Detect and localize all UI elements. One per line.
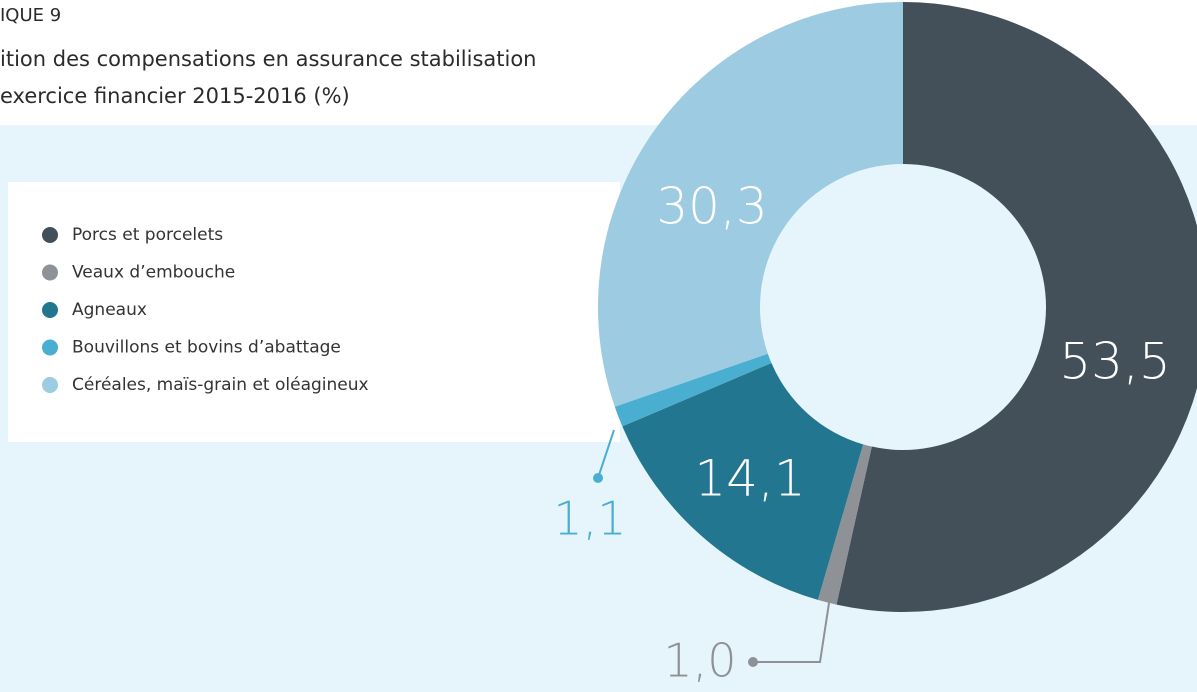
donut-slice (817, 444, 872, 605)
legend-text: Céréales, maïs-grain et oléagineux (72, 375, 369, 395)
value-label: 1,1 (553, 492, 626, 546)
legend-swatch (42, 377, 58, 393)
value-label: 53,5 (1059, 333, 1170, 391)
value-label: 30,3 (656, 178, 767, 236)
legend-swatch (42, 227, 58, 243)
chart-title: ition des compensations en assurance sta… (0, 47, 537, 71)
donut-slice (614, 353, 772, 427)
value-label: 14,1 (694, 450, 805, 508)
legend-swatch (42, 302, 58, 318)
chart-subtitle: exercice financier 2015-2016 (%) (0, 84, 350, 108)
leader-line (753, 589, 832, 663)
donut-slice (836, 2, 1197, 612)
legend-text: Veaux d’embouche (72, 263, 235, 283)
legend-text: Porcs et porcelets (72, 225, 223, 245)
legend-swatch (42, 339, 58, 356)
legend-text: Agneaux (72, 300, 147, 320)
donut-slice (597, 2, 903, 407)
chart-label: IQUE 9 (0, 5, 61, 26)
value-label: 1,0 (663, 634, 736, 688)
leader-dot (593, 473, 603, 483)
leader-dot (748, 657, 758, 667)
legend-text: Bouvillons et bovins d’abattage (72, 338, 341, 358)
leader-line (597, 429, 615, 479)
legend-swatch (42, 264, 58, 281)
legend-box (8, 182, 620, 442)
donut-slice (622, 362, 864, 600)
